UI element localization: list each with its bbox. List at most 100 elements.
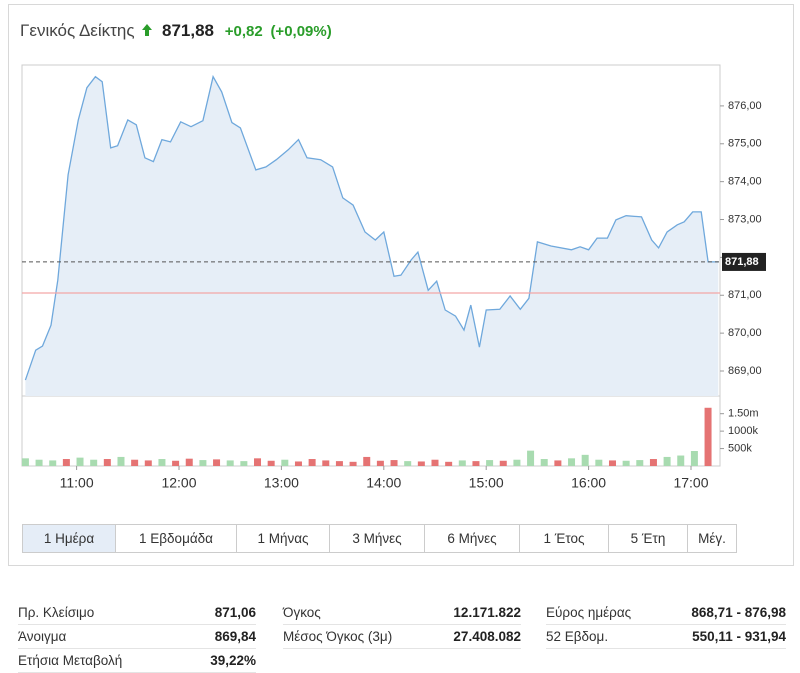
x-tick-label: 17:00 xyxy=(673,475,708,491)
volume-bar xyxy=(308,459,316,466)
last-price-label: 871,88 xyxy=(725,256,759,268)
stat-row: Όγκος 12.171.822 xyxy=(283,602,521,625)
volume-bar xyxy=(213,459,221,466)
stat-value: 27.408.082 xyxy=(453,629,521,644)
volume-bar xyxy=(472,461,480,466)
volume-bar xyxy=(622,460,630,466)
stat-value: 39,22% xyxy=(210,653,256,668)
volume-bar xyxy=(335,461,343,466)
volume-bar xyxy=(254,458,262,466)
stat-value: 550,11 - 931,94 xyxy=(692,629,786,644)
last-price-box xyxy=(722,252,766,271)
range-tab[interactable]: 5 Έτη xyxy=(609,525,688,552)
volume-bar xyxy=(690,451,698,466)
stat-label: Μέσος Όγκος (3μ) xyxy=(283,629,393,644)
y-tick-label: 873,00 xyxy=(728,213,762,225)
volume-bar xyxy=(144,460,152,466)
range-tab[interactable]: 1 Έτος xyxy=(520,525,609,552)
volume-bar xyxy=(704,407,712,466)
y-tick-label: 869,00 xyxy=(728,365,762,377)
up-arrow xyxy=(142,24,153,36)
y-tick-label: 874,00 xyxy=(728,176,762,188)
range-tab[interactable]: 1 Εβδομάδα xyxy=(116,525,237,552)
volume-bar xyxy=(185,458,193,466)
volume-bar xyxy=(417,461,425,466)
range-tab[interactable]: 6 Μήνες xyxy=(425,525,520,552)
y-tick-label: 876,00 xyxy=(728,100,762,112)
range-tab[interactable]: Μέγ. xyxy=(698,531,726,546)
volume-bar xyxy=(322,460,330,466)
index-name: Γενικός Δείκτης xyxy=(20,21,135,40)
price: 871,88 xyxy=(162,21,214,40)
stat-row: Μέσος Όγκος (3μ) 27.408.082 xyxy=(283,626,521,649)
range-tabs: 1 Ημέρα 1 Εβδομάδα 1 Μήνας 3 Μήνες 6 Μήνες 1 … xyxy=(22,524,737,553)
volume-bar xyxy=(636,460,644,466)
volume-bar xyxy=(568,458,576,466)
range-tab[interactable]: 1 Ημέρα xyxy=(23,525,116,552)
x-tick-label: 14:00 xyxy=(366,475,401,491)
volume-bar xyxy=(376,460,384,466)
stat-label: Πρ. Κλείσιμο xyxy=(18,605,95,620)
volume-bar xyxy=(677,455,685,466)
chart-widget xyxy=(8,4,794,566)
range-tab[interactable]: 1 Μήνας xyxy=(237,525,330,552)
range-tab[interactable]: 3 Μήνες xyxy=(330,525,425,552)
volume-bar xyxy=(499,460,507,466)
volume-bar xyxy=(49,460,57,466)
volume-bar xyxy=(21,458,29,466)
volume-tick-label: 500k xyxy=(728,442,752,454)
volume-bar xyxy=(117,456,125,466)
volume-bar xyxy=(35,459,43,466)
x-tick-label: 15:00 xyxy=(469,475,504,491)
stat-label: Εύρος ημέρας xyxy=(546,605,632,620)
volume-bar xyxy=(172,460,180,466)
volume-bar xyxy=(103,459,111,466)
volume-bar xyxy=(349,461,357,466)
volume-bar xyxy=(595,459,603,466)
area xyxy=(25,76,719,396)
header: Γενικός Δείκτης 871,88 +0,82 (+0,09%) xyxy=(20,21,332,41)
volume-tick-label: 1000k xyxy=(728,425,758,437)
change-pct: (+0,09%) xyxy=(270,23,332,40)
stat-label: Όγκος xyxy=(283,605,321,620)
volume-bar xyxy=(431,459,439,466)
stat-value: 869,84 xyxy=(214,629,256,644)
volume-bar xyxy=(158,459,166,466)
y-tick-label: 871,00 xyxy=(728,289,762,301)
volume-bar xyxy=(294,461,302,466)
stat-row: Άνοιγμα 869,84 xyxy=(18,626,256,649)
volume-bar xyxy=(363,456,371,466)
volume-bar xyxy=(267,460,275,466)
volume-bar xyxy=(540,459,548,466)
stat-label: 52 Εβδομ. xyxy=(546,629,609,644)
volume-bar xyxy=(649,459,657,466)
volume-bar xyxy=(513,459,521,466)
volume-bar xyxy=(90,459,98,466)
stat-label: Άνοιγμα xyxy=(18,629,67,644)
volume-tick-label: 1.50m xyxy=(728,408,759,420)
volume-bar xyxy=(404,461,412,466)
y-tick-label: 875,00 xyxy=(728,138,762,150)
volume-bar xyxy=(390,460,398,466)
volume-bar xyxy=(581,454,589,466)
volume-bar xyxy=(76,457,84,466)
volume-bar xyxy=(199,460,207,466)
x-tick-label: 16:00 xyxy=(571,475,606,491)
stat-label: Ετήσια Μεταβολή xyxy=(18,653,123,668)
volume-bar xyxy=(62,459,70,466)
volume-bar xyxy=(445,461,453,466)
volume-bar xyxy=(131,459,139,466)
volume-bar xyxy=(281,459,289,466)
volume-bar xyxy=(226,460,234,466)
volume-bar xyxy=(554,460,562,466)
stat-row: 52 Εβδομ. 550,11 - 931,94 xyxy=(546,626,786,649)
chart: 869,00870,00871,00872,00873,00874,00875,… xyxy=(21,64,766,491)
stat-row: Πρ. Κλείσιμο 871,06 xyxy=(18,602,256,625)
plot-frame xyxy=(21,64,721,467)
x-tick-label: 11:00 xyxy=(60,475,94,491)
price-line xyxy=(24,74,719,381)
stat-value: 871,06 xyxy=(214,605,256,620)
volume-bar xyxy=(486,460,494,466)
stat-value: 868,71 - 876,98 xyxy=(691,605,786,620)
